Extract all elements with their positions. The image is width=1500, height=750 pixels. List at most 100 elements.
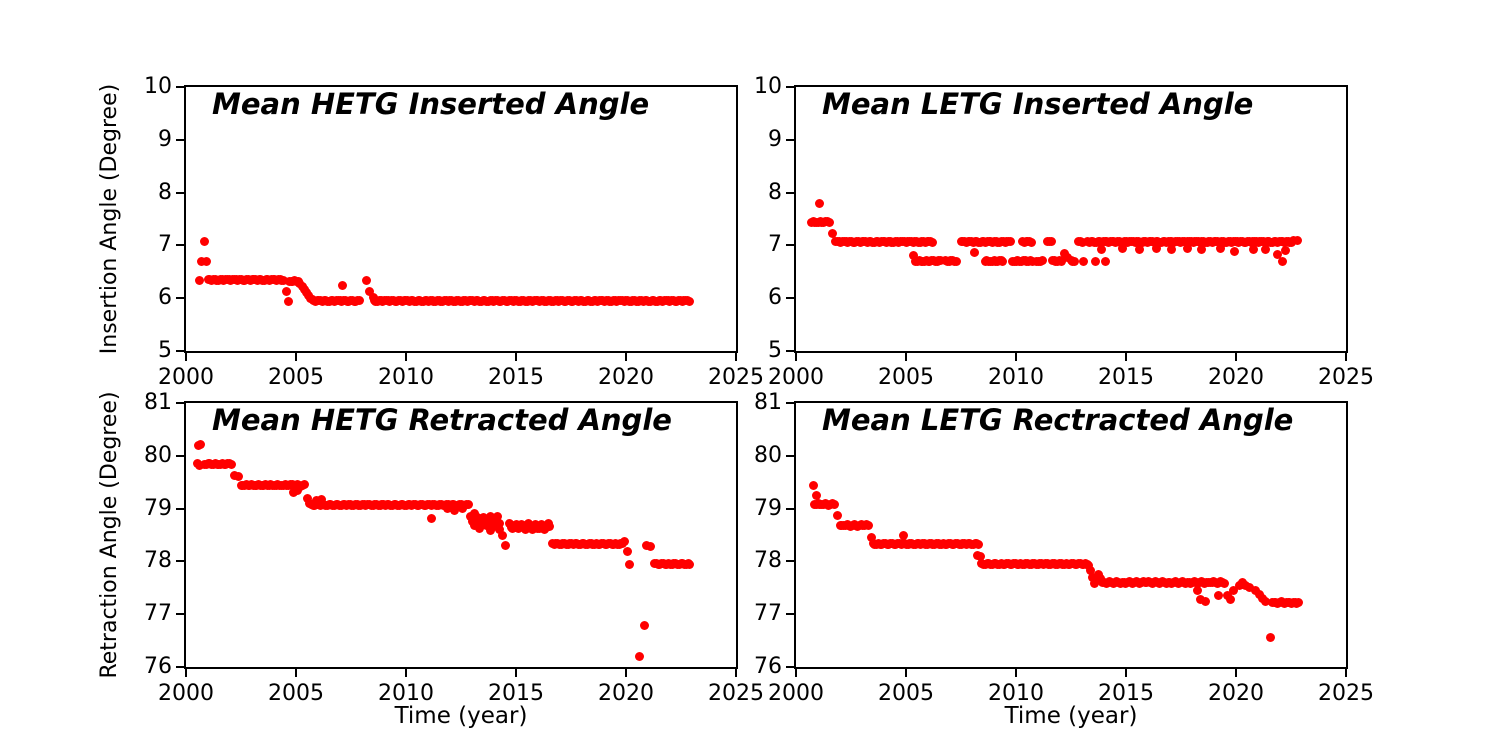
x-tick xyxy=(905,353,907,361)
y-tick-label: 9 xyxy=(768,126,782,152)
data-point xyxy=(1046,237,1056,247)
y-tick-label: 76 xyxy=(754,654,782,679)
x-tick-label: 2015 xyxy=(1098,365,1154,390)
y-tick xyxy=(176,507,184,510)
data-point xyxy=(833,510,843,520)
y-tick xyxy=(176,244,184,247)
data-point xyxy=(1277,257,1287,267)
y-tick xyxy=(786,666,794,668)
x-tick xyxy=(1125,669,1127,677)
x-tick-label: 2020 xyxy=(598,365,654,390)
data-point xyxy=(1096,573,1106,583)
y-tick-label: 79 xyxy=(754,495,782,521)
x-tick-label: 2005 xyxy=(268,365,324,390)
data-point xyxy=(1183,243,1193,253)
data-point xyxy=(1084,560,1094,570)
data-point xyxy=(469,509,479,519)
data-point xyxy=(1077,237,1087,247)
data-point xyxy=(824,218,834,228)
x-tick xyxy=(405,669,407,677)
panel-letg-retracted: Mean LETG Rectracted Angle 2000 2005 2010 2… xyxy=(754,390,1374,706)
data-point xyxy=(1294,598,1304,608)
data-point xyxy=(1005,237,1015,247)
x-tick-label: 2005 xyxy=(878,365,934,390)
data-point xyxy=(1152,243,1162,253)
data-point xyxy=(308,295,317,305)
y-tick-label: 6 xyxy=(768,285,782,311)
data-point xyxy=(809,481,819,491)
data-point xyxy=(867,533,877,543)
x-axis-label-right: Time (year) xyxy=(1004,703,1138,729)
data-point xyxy=(490,520,500,530)
data-point xyxy=(951,256,961,266)
data-point xyxy=(316,495,326,505)
y-tick-label: 5 xyxy=(158,338,172,363)
x-tick-label: 2010 xyxy=(378,681,434,706)
y-tick-label: 9 xyxy=(158,126,172,152)
data-point xyxy=(473,512,483,522)
data-point xyxy=(1229,585,1239,595)
data-point xyxy=(1244,583,1254,593)
data-point xyxy=(495,525,504,535)
y-tick xyxy=(786,138,794,141)
data-point xyxy=(196,439,206,449)
panel-title-letg-retracted: Mean LETG Rectracted Angle xyxy=(822,403,1294,437)
y-tick xyxy=(786,86,794,88)
data-point xyxy=(1090,257,1100,267)
x-tick xyxy=(1235,353,1237,361)
data-point xyxy=(685,559,695,569)
data-point xyxy=(480,518,490,528)
data-point xyxy=(936,256,946,266)
data-point xyxy=(814,198,824,208)
y-tick-label: 81 xyxy=(144,390,172,415)
x-tick xyxy=(515,353,517,361)
y-tick xyxy=(786,560,794,563)
data-point xyxy=(1219,578,1229,588)
panel-hetg-retracted: Mean HETG Retracted Angle 2000 2005 2010 20… xyxy=(144,390,764,706)
y-tick xyxy=(786,613,794,616)
data-point xyxy=(927,237,937,247)
y-tick-label: 78 xyxy=(144,548,172,574)
y-tick-label: 7 xyxy=(158,232,172,258)
y-tick-label: 77 xyxy=(144,601,172,627)
data-point xyxy=(1281,246,1290,256)
data-point xyxy=(1226,594,1235,604)
data-point xyxy=(338,280,348,290)
panel-title-letg-inserted: Mean LETG Inserted Angle xyxy=(822,87,1254,121)
data-point xyxy=(1085,565,1095,575)
panel-hetg-inserted: Mean HETG Inserted Angle 2000 2005 2010 201… xyxy=(144,74,764,390)
x-tick-label: 2025 xyxy=(708,365,764,390)
x-tick xyxy=(295,353,297,361)
data-point xyxy=(304,498,314,508)
x-tick xyxy=(1015,669,1017,677)
data-point xyxy=(1097,244,1107,254)
x-tick xyxy=(405,353,407,361)
x-tick-label: 2015 xyxy=(488,365,544,390)
data-point xyxy=(443,504,453,514)
x-tick xyxy=(185,669,187,677)
x-tick xyxy=(1015,353,1017,361)
data-point xyxy=(863,520,873,530)
x-tick-label: 2020 xyxy=(1208,365,1264,390)
data-point xyxy=(299,480,309,490)
x-tick xyxy=(295,669,297,677)
data-point xyxy=(998,257,1008,267)
data-point xyxy=(1070,257,1080,267)
x-tick-label: 2005 xyxy=(268,681,324,706)
data-point xyxy=(500,541,510,551)
y-tick xyxy=(176,560,184,563)
x-tick xyxy=(795,669,797,677)
x-tick xyxy=(625,353,627,361)
data-point xyxy=(463,500,473,510)
y-tick xyxy=(786,244,794,247)
y-tick xyxy=(786,402,794,404)
x-axis-label-left: Time (year) xyxy=(394,703,528,729)
data-point xyxy=(1230,247,1240,257)
y-tick-label: 79 xyxy=(144,495,172,521)
data-point xyxy=(1261,244,1271,254)
data-point xyxy=(426,513,436,523)
data-point xyxy=(1166,244,1176,254)
data-point xyxy=(233,472,243,482)
y-tick-label: 81 xyxy=(754,390,782,415)
data-point xyxy=(684,296,694,306)
